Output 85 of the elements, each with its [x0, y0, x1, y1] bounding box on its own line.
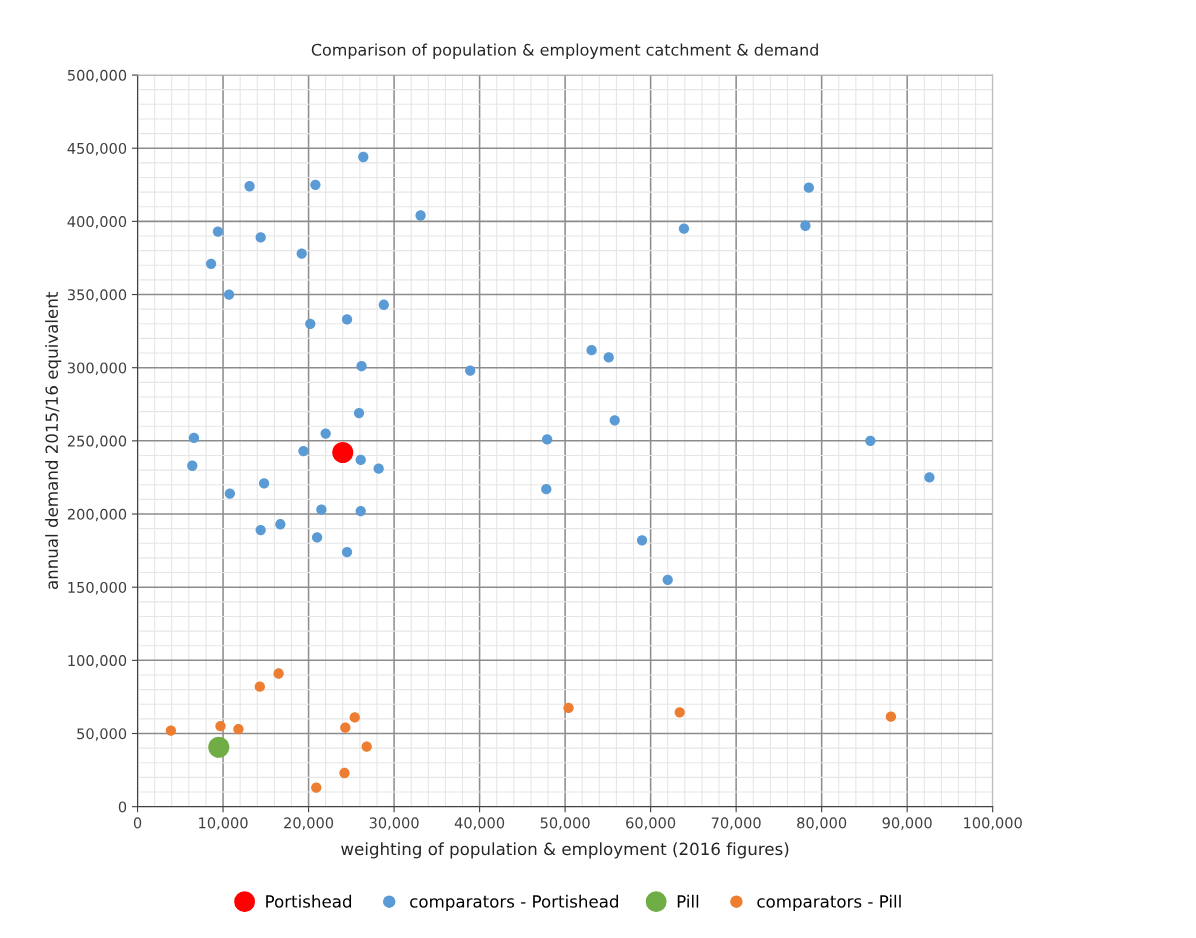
- point: [255, 524, 266, 536]
- point: [310, 179, 321, 190]
- point: [187, 460, 198, 471]
- y-tick-label: 400,000: [67, 216, 127, 229]
- point: [165, 725, 177, 736]
- point: [275, 519, 286, 530]
- point: [224, 488, 236, 499]
- legend-label: comparators - Pill: [757, 894, 901, 911]
- point: [244, 181, 255, 192]
- x-tick-label: 40,000: [454, 817, 505, 830]
- point: [355, 454, 366, 466]
- x-axis-title: weighting of population & employment (2016 figures): [341, 842, 789, 859]
- point: [273, 668, 284, 679]
- point: [205, 258, 217, 269]
- x-tick-label: 10,000: [199, 817, 248, 830]
- y-tick-label: 350,000: [67, 289, 127, 302]
- point: [341, 314, 353, 325]
- point: [378, 299, 389, 310]
- x-tick-label: 90,000: [882, 817, 932, 830]
- y-tick-label: 200,000: [67, 508, 127, 522]
- chart-title: Comparison of population & employment catchment & demand: [311, 43, 818, 59]
- point: [188, 432, 200, 444]
- point: [541, 484, 552, 495]
- point: [586, 344, 597, 356]
- point: [803, 182, 814, 193]
- point: [609, 415, 620, 426]
- point: [311, 532, 323, 543]
- x-tick-label: 100,000: [964, 817, 1022, 830]
- x-tick-label: 50,000: [540, 817, 590, 830]
- point: [356, 361, 367, 372]
- point: [924, 472, 935, 483]
- y-axis-title: annual demand 2015/16 equivalent: [45, 292, 62, 590]
- point: [662, 574, 673, 586]
- point: [332, 442, 354, 464]
- point: [208, 736, 230, 758]
- legend-label: comparators - Portishead: [410, 894, 618, 911]
- point: [340, 722, 351, 733]
- point: [212, 226, 224, 237]
- point: [316, 504, 327, 515]
- point: [254, 681, 265, 692]
- point: [320, 428, 331, 439]
- legend-label: Pill: [677, 894, 699, 908]
- point: [603, 352, 614, 363]
- x-tick-label: 30,000: [369, 817, 419, 830]
- x-tick-label: 20,000: [284, 817, 334, 830]
- y-tick-label: 50,000: [77, 728, 127, 741]
- y-tick-label: 100,000: [68, 655, 127, 668]
- point: [305, 318, 316, 329]
- y-tick-label: 300,000: [67, 362, 127, 375]
- x-tick-label: 70,000: [711, 817, 761, 830]
- point: [563, 702, 574, 714]
- point: [311, 782, 322, 793]
- point: [341, 546, 353, 558]
- point: [223, 289, 235, 300]
- point: [258, 478, 270, 489]
- point: [865, 435, 876, 447]
- point: [339, 767, 350, 779]
- point: [415, 210, 426, 221]
- point: [636, 535, 648, 546]
- point: [373, 463, 384, 474]
- y-tick-label: 150,000: [68, 581, 127, 595]
- point: [353, 407, 365, 419]
- point: [255, 232, 266, 243]
- x-tick-label: 80,000: [797, 817, 847, 830]
- point: [296, 248, 307, 259]
- legend-label: Portishead: [266, 894, 352, 908]
- point: [674, 707, 685, 718]
- x-tick-label: 0: [133, 817, 142, 829]
- point: [361, 741, 372, 752]
- point: [233, 723, 244, 735]
- point: [349, 712, 360, 723]
- y-tick-label: 0: [118, 801, 127, 813]
- point: [678, 223, 690, 234]
- x-tick-label: 60,000: [626, 817, 676, 830]
- point: [355, 505, 366, 517]
- point: [465, 365, 476, 376]
- point: [542, 434, 553, 445]
- point: [215, 721, 226, 732]
- point: [358, 151, 369, 163]
- point: [885, 711, 897, 722]
- y-tick-label: 450,000: [67, 142, 127, 156]
- y-tick-label: 250,000: [67, 435, 127, 449]
- y-tick-label: 500,000: [67, 69, 127, 83]
- point: [298, 445, 309, 457]
- point: [800, 220, 811, 231]
